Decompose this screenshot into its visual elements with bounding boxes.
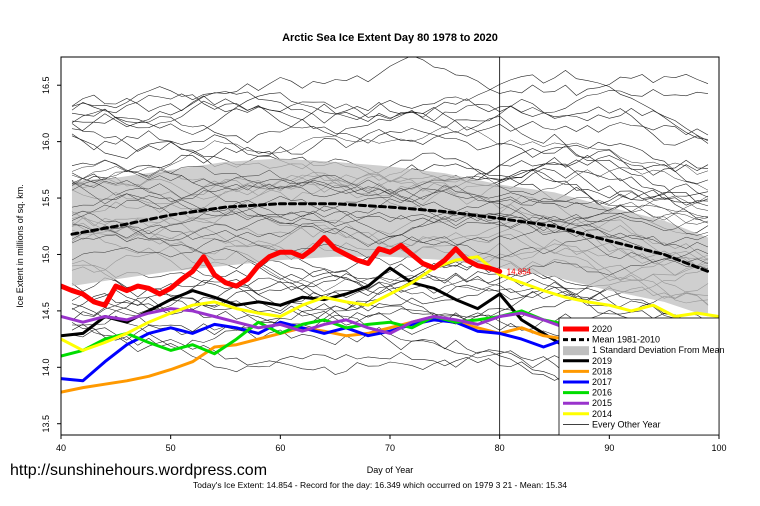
other-year-line	[71, 174, 709, 231]
legend-label: 2018	[592, 366, 612, 376]
other-year-line	[71, 120, 709, 168]
other-year-line	[71, 166, 709, 218]
y-tick-label: 15.5	[41, 189, 51, 207]
legend-label: 1 Standard Deviation From Mean	[592, 345, 725, 355]
legend-box	[558, 317, 720, 436]
y-tick-label: 14.0	[41, 359, 51, 377]
legend-swatch	[563, 346, 589, 356]
other-year-line	[71, 288, 709, 341]
legend-label: 2020	[592, 324, 612, 334]
other-year-line	[71, 223, 709, 259]
other-year-line	[71, 167, 709, 213]
y-tick-label: 15.0	[41, 246, 51, 264]
other-year-line	[71, 199, 709, 263]
other-year-line	[71, 204, 709, 240]
summary-footer: Today's Ice Extent: 14.854 - Record for …	[193, 480, 567, 490]
other-year-line	[71, 92, 709, 146]
x-tick-label: 80	[495, 443, 505, 453]
other-year-line	[71, 264, 709, 323]
y-axis-label: Ice Extent in millions of sq. km.	[15, 184, 25, 308]
x-tick-label: 90	[604, 443, 614, 453]
y-tick-label: 13.5	[41, 415, 51, 433]
other-year-line	[71, 166, 709, 212]
x-axis-label: Day of Year	[367, 465, 414, 475]
chart-title: Arctic Sea Ice Extent Day 80 1978 to 202…	[282, 32, 498, 44]
std-dev-band	[71, 158, 709, 317]
other-year-line	[71, 210, 709, 242]
legend-label: 2014	[592, 409, 612, 419]
other-year-line	[71, 86, 709, 120]
other-year-line	[71, 160, 709, 236]
other-year-line	[71, 180, 709, 249]
legend-label: 2019	[592, 356, 612, 366]
legend-label: 2017	[592, 377, 612, 387]
y-tick-label: 16.5	[41, 76, 51, 94]
other-year-line	[71, 94, 709, 185]
series-line-mean-1981-2010	[70, 202, 710, 273]
other-year-line	[71, 193, 709, 265]
legend-label: Mean 1981-2010	[592, 335, 660, 345]
other-year-line	[71, 234, 709, 292]
x-tick-label: 40	[56, 443, 66, 453]
other-year-line	[71, 57, 709, 124]
axes: 40 50 60 70 80 90 100 13.5 14.0 14.5 15.0 15.5 16.0 1…	[41, 76, 727, 453]
y-tick-label: 14.5	[41, 302, 51, 320]
x-tick-label: 50	[166, 443, 176, 453]
source-url[interactable]: http://sunshinehours.wordpress.com	[10, 462, 268, 479]
x-tick-label: 70	[385, 443, 395, 453]
other-year-line	[71, 105, 709, 144]
series-line-2020	[61, 235, 503, 308]
current-value-label: 14.854	[507, 267, 532, 276]
series-line-2014	[61, 255, 719, 352]
other-year-line	[71, 70, 709, 140]
legend-label: 2016	[592, 388, 612, 398]
other-year-line	[71, 91, 709, 197]
y-tick-label: 16.0	[41, 133, 51, 151]
legend-label: Every Other Year	[592, 419, 661, 429]
other-year-line	[71, 125, 709, 184]
legend-label: 2015	[592, 398, 612, 408]
x-tick-label: 60	[275, 443, 285, 453]
x-tick-label: 100	[711, 443, 726, 453]
